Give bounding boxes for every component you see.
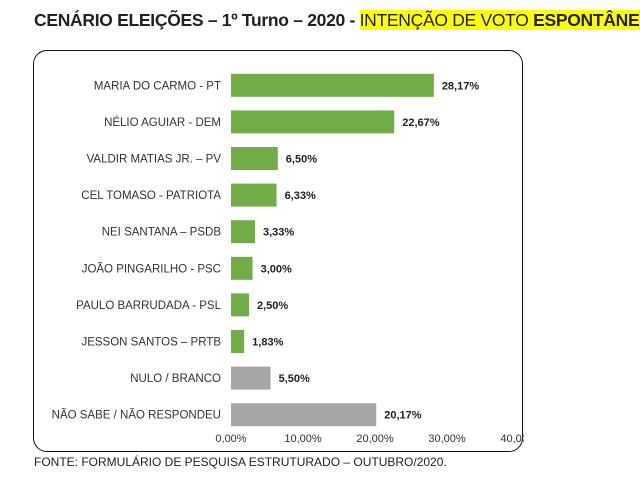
- category-label: NÃO SABE / NÃO RESPONDEU: [52, 409, 221, 422]
- category-label: VALDIR MATIAS JR. – PV: [87, 154, 222, 166]
- data-label: 28,17%: [442, 80, 480, 92]
- bar: [231, 403, 377, 427]
- data-label: 3,00%: [261, 263, 292, 275]
- bar: [231, 256, 253, 280]
- category-label: JESSON SANTOS – PRTB: [81, 337, 221, 349]
- data-label: 1,83%: [252, 337, 283, 349]
- bar: [231, 330, 245, 353]
- data-label: 3,33%: [263, 227, 294, 239]
- data-label: 22,67%: [402, 117, 440, 129]
- bar-chart: MARIA DO CARMO - PT 28,17% NÉLIO AGUIAR - …: [52, 73, 524, 445]
- x-tick-label: 20,00%: [356, 433, 394, 445]
- bar: [231, 147, 278, 170]
- data-label: 6,50%: [286, 154, 317, 166]
- bar: [231, 110, 395, 134]
- category-label: PAULO BARRUDADA - PSL: [76, 300, 221, 312]
- bar: [231, 293, 249, 317]
- title-highlight: INTENÇÃO DE VOTO ESPONTÂNEO: [359, 10, 640, 30]
- bar: [231, 183, 277, 207]
- category-label: NÉLIO AGUIAR - DEM: [104, 116, 221, 129]
- data-label: 2,50%: [257, 300, 288, 312]
- title-prefix: CENÁRIO ELEIÇÕES – 1º Turno – 2020 -: [34, 10, 360, 30]
- category-label: NULO / BRANCO: [130, 373, 221, 385]
- data-label: 20,17%: [384, 410, 422, 422]
- x-tick-label: 30,00%: [428, 433, 466, 445]
- bar: [231, 366, 271, 390]
- bar: [231, 73, 434, 97]
- bar: [231, 220, 255, 244]
- title-highlight-bold: ESPONTÂNEO: [533, 10, 640, 30]
- chart-title: CENÁRIO ELEIÇÕES – 1º Turno – 2020 - INT…: [34, 10, 640, 31]
- x-tick-label: 10,00%: [284, 433, 322, 445]
- title-highlight-thin: INTENÇÃO DE VOTO: [359, 10, 534, 30]
- source-note: FONTE: FORMULÁRIO DE PESQUISA ESTRUTURAD…: [34, 455, 447, 469]
- category-label: NEI SANTANA – PSDB: [102, 227, 222, 239]
- x-tick-label: 0,00%: [215, 433, 246, 445]
- category-label: MARIA DO CARMO - PT: [94, 80, 221, 92]
- category-label: JOÃO PINGARILHO - PSC: [82, 262, 221, 275]
- data-label: 6,33%: [285, 190, 316, 202]
- data-label: 5,50%: [279, 373, 310, 385]
- category-label: CEL TOMASO - PATRIOTA: [81, 190, 221, 202]
- x-tick-label: 40,00%: [500, 433, 524, 445]
- chart-frame: MARIA DO CARMO - PT 28,17% NÉLIO AGUIAR - …: [33, 50, 524, 452]
